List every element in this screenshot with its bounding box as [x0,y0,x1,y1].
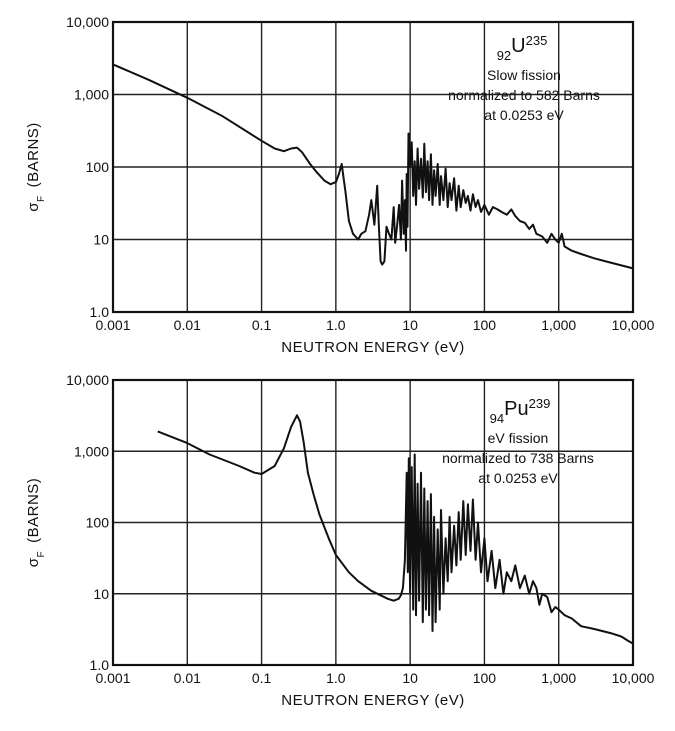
x-tick-label: 1.0 [326,317,346,333]
cross-section-curve [112,63,634,270]
y-tick-label: 100 [86,159,110,175]
x-tick-label: 10 [402,670,418,686]
plot-frame [111,20,635,314]
isotope-symbol: U [511,35,525,57]
plot-frame [111,378,635,667]
x-tick-label: 0.01 [174,670,201,686]
isotope-label: 94Pu239 [490,396,551,426]
y-tick-label: 1,000 [74,443,109,459]
y-tick-label: 10 [93,232,109,248]
y-tick-labels: 1.0 10 100 1,000 10,000 [66,14,109,320]
x-axis-label: NEUTRON ENERGY (eV) [281,339,464,356]
x-tick-label: 0.1 [252,670,272,686]
annotation-line-3: at 0.0253 eV [484,107,564,123]
y-axis-symbol: σ [25,202,42,212]
y-axis-label: σF (BARNS) [25,478,47,568]
y-axis-unit: (BARNS) [25,478,42,543]
y-tick-label: 10,000 [66,14,109,30]
grid [113,22,633,312]
x-tick-label: 100 [473,317,497,333]
x-tick-labels: 0.001 0.01 0.1 1.0 10 100 1,000 10,000 [95,317,654,333]
chart-panel-pu239: 0.001 0.01 0.1 1.0 10 100 1,000 10,000 1.0 10 100… [25,372,655,709]
annotation-line-2: normalized to 738 Barns [442,450,594,466]
x-tick-label: 100 [473,670,497,686]
x-tick-label: 10 [402,317,418,333]
x-tick-label: 1,000 [541,670,576,686]
svg-text:σF(BARNS): σF (BARNS) [25,478,47,568]
y-tick-label: 1.0 [90,304,110,320]
x-tick-label: 0.001 [95,317,130,333]
grid [113,380,633,665]
y-axis-unit: (BARNS) [25,122,42,187]
x-tick-label: 10,000 [612,317,655,333]
isotope-label: 92U235 [497,33,548,63]
isotope-atomic-number: 92 [497,48,511,63]
isotope-atomic-number: 94 [490,411,504,426]
annotation-line-1: Slow fission [487,67,561,83]
isotope-symbol: Pu [504,398,528,420]
y-axis-symbol: σ [25,557,42,567]
annotation-line-1: eV fission [488,430,549,446]
y-tick-labels: 1.0 10 100 1,000 10,000 [66,372,109,673]
y-tick-label: 10,000 [66,372,109,388]
y-axis-subscript: F [36,195,47,202]
y-tick-label: 10 [93,586,109,602]
y-tick-label: 1,000 [74,87,109,103]
x-tick-label: 0.001 [95,670,130,686]
annotation-line-2: normalized to 582 Barns [448,87,600,103]
isotope-mass-number: 235 [526,33,548,48]
isotope-mass-number: 239 [529,396,551,411]
cross-section-curve [157,414,634,645]
y-tick-label: 100 [86,515,110,531]
x-axis-label: NEUTRON ENERGY (eV) [281,692,464,709]
svg-text:σF(BARNS): σF (BARNS) [25,122,47,212]
x-tick-label: 10,000 [612,670,655,686]
y-tick-label: 1.0 [90,657,110,673]
x-tick-label: 1,000 [541,317,576,333]
chart-panel-u235: 0.001 0.01 0.1 1.0 10 100 1,000 10,000 1.0 10 100… [25,14,655,356]
x-tick-label: 0.1 [252,317,272,333]
x-tick-label: 1.0 [326,670,346,686]
x-tick-label: 0.01 [174,317,201,333]
annotation-line-3: at 0.0253 eV [478,470,558,486]
x-tick-labels: 0.001 0.01 0.1 1.0 10 100 1,000 10,000 [95,670,654,686]
y-axis-label: σF (BARNS) [25,122,47,212]
y-axis-subscript: F [36,551,47,558]
